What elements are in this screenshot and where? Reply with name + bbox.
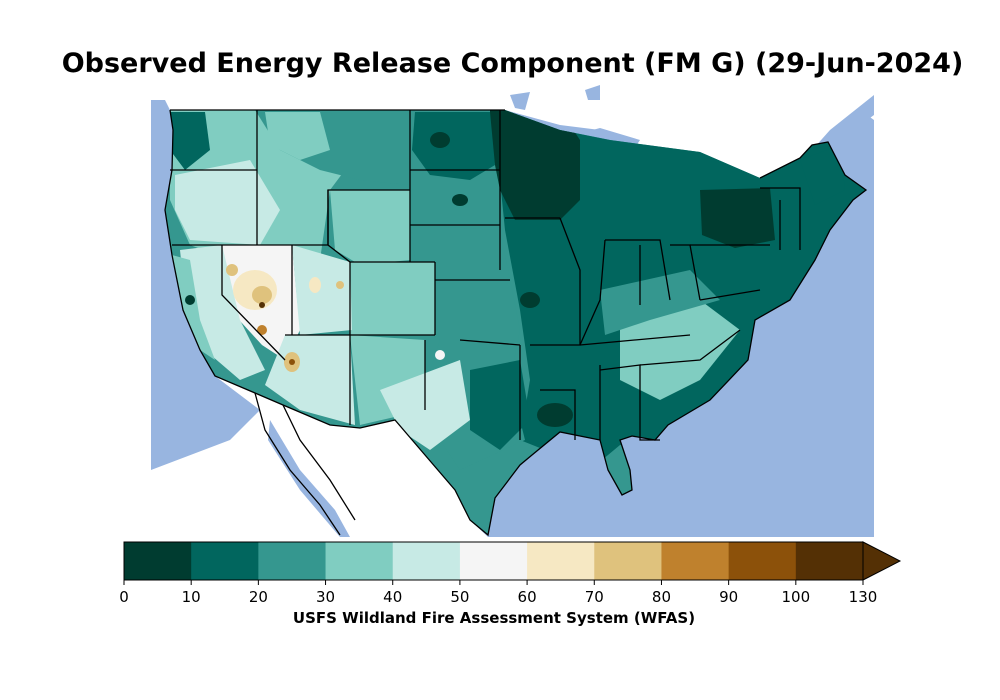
erc-ne-0-10 [800, 145, 845, 205]
gulf-of-california [268, 420, 350, 537]
colorbar-bin [459, 542, 528, 580]
erc-ny-0-10 [700, 188, 775, 248]
erc-nd-dark [430, 132, 450, 148]
colorbar-tick-label: 130 [848, 588, 878, 606]
erc-ut-hotspot [309, 277, 321, 293]
colorbar-tick-label: 20 [248, 588, 268, 606]
colorbar-bin [527, 542, 595, 580]
colorbar-bin [325, 542, 394, 580]
canada-lake [585, 85, 600, 100]
erc-wy-30-40 [330, 190, 410, 265]
colorbar-bin [661, 542, 730, 580]
erc-nd-0-10 [412, 112, 495, 180]
erc-nm-hotspot [435, 350, 445, 360]
colorbar-tick-label: 0 [119, 588, 129, 606]
erc-ca-dark [185, 295, 195, 305]
erc-la-dark [537, 403, 573, 427]
erc-nc-20-30 [600, 270, 720, 335]
erc-nv-hotspot-5 [226, 264, 238, 276]
colorbar-tick-label: 70 [584, 588, 604, 606]
colorbar-bin [258, 542, 327, 580]
colorbar-extend-arrow [862, 541, 902, 581]
erc-mn-0-10 [490, 110, 580, 220]
colorbar-bin [191, 542, 259, 580]
baja-coast [254, 392, 341, 536]
erc-nv-hotspot-3 [259, 302, 265, 308]
colorbar-tick-label: 30 [315, 588, 336, 606]
colorbar-outline [123, 541, 864, 581]
colorbar-tick-label: 80 [651, 588, 671, 606]
mexico-land [151, 376, 488, 537]
erc-ca-40-50 [180, 245, 265, 380]
erc-ut-40-50 [292, 245, 352, 335]
erc-co-hotspot [336, 281, 344, 289]
erc-nv-hotspot-2 [252, 286, 272, 304]
erc-wa-coast-10-20 [170, 112, 210, 170]
colorbar-bin [728, 542, 797, 580]
erc-ca-coast-30-40 [172, 255, 215, 360]
colorbar-tick-label: 90 [719, 588, 739, 606]
colorbar-bin [124, 542, 192, 580]
erc-sc-30-40 [620, 300, 740, 400]
state-borders [170, 109, 801, 441]
erc-mo-dark [520, 292, 540, 308]
colorbar-tick-label: 40 [383, 588, 403, 606]
colorbar-bin [795, 542, 864, 580]
lake-winnipeg-area [510, 92, 530, 110]
colorbar-bin [594, 542, 662, 580]
erc-nv-hotspot-4 [257, 325, 267, 335]
map-title: Observed Energy Release Component (FM G)… [61, 48, 964, 79]
colorbar-tick-label: 50 [450, 588, 470, 606]
erc-or-40-50 [175, 160, 280, 245]
erc-tx-10-20 [470, 360, 530, 450]
mexico-coast [282, 404, 356, 521]
erc-co-30-40 [350, 262, 435, 335]
colorbar-bin [392, 542, 461, 580]
colorbar-tick-label: 100 [781, 588, 811, 606]
us-coastline [164, 109, 868, 537]
colorbar-label: USFS Wildland Fire Assessment System (WF… [292, 609, 696, 627]
colorbar-tick-label: 10 [181, 588, 201, 606]
colorbar-tick-label: 60 [517, 588, 537, 606]
erc-az-hotspot-2 [289, 359, 295, 365]
erc-sd-dark [452, 194, 468, 206]
erc-mt-30-40 [265, 112, 330, 160]
